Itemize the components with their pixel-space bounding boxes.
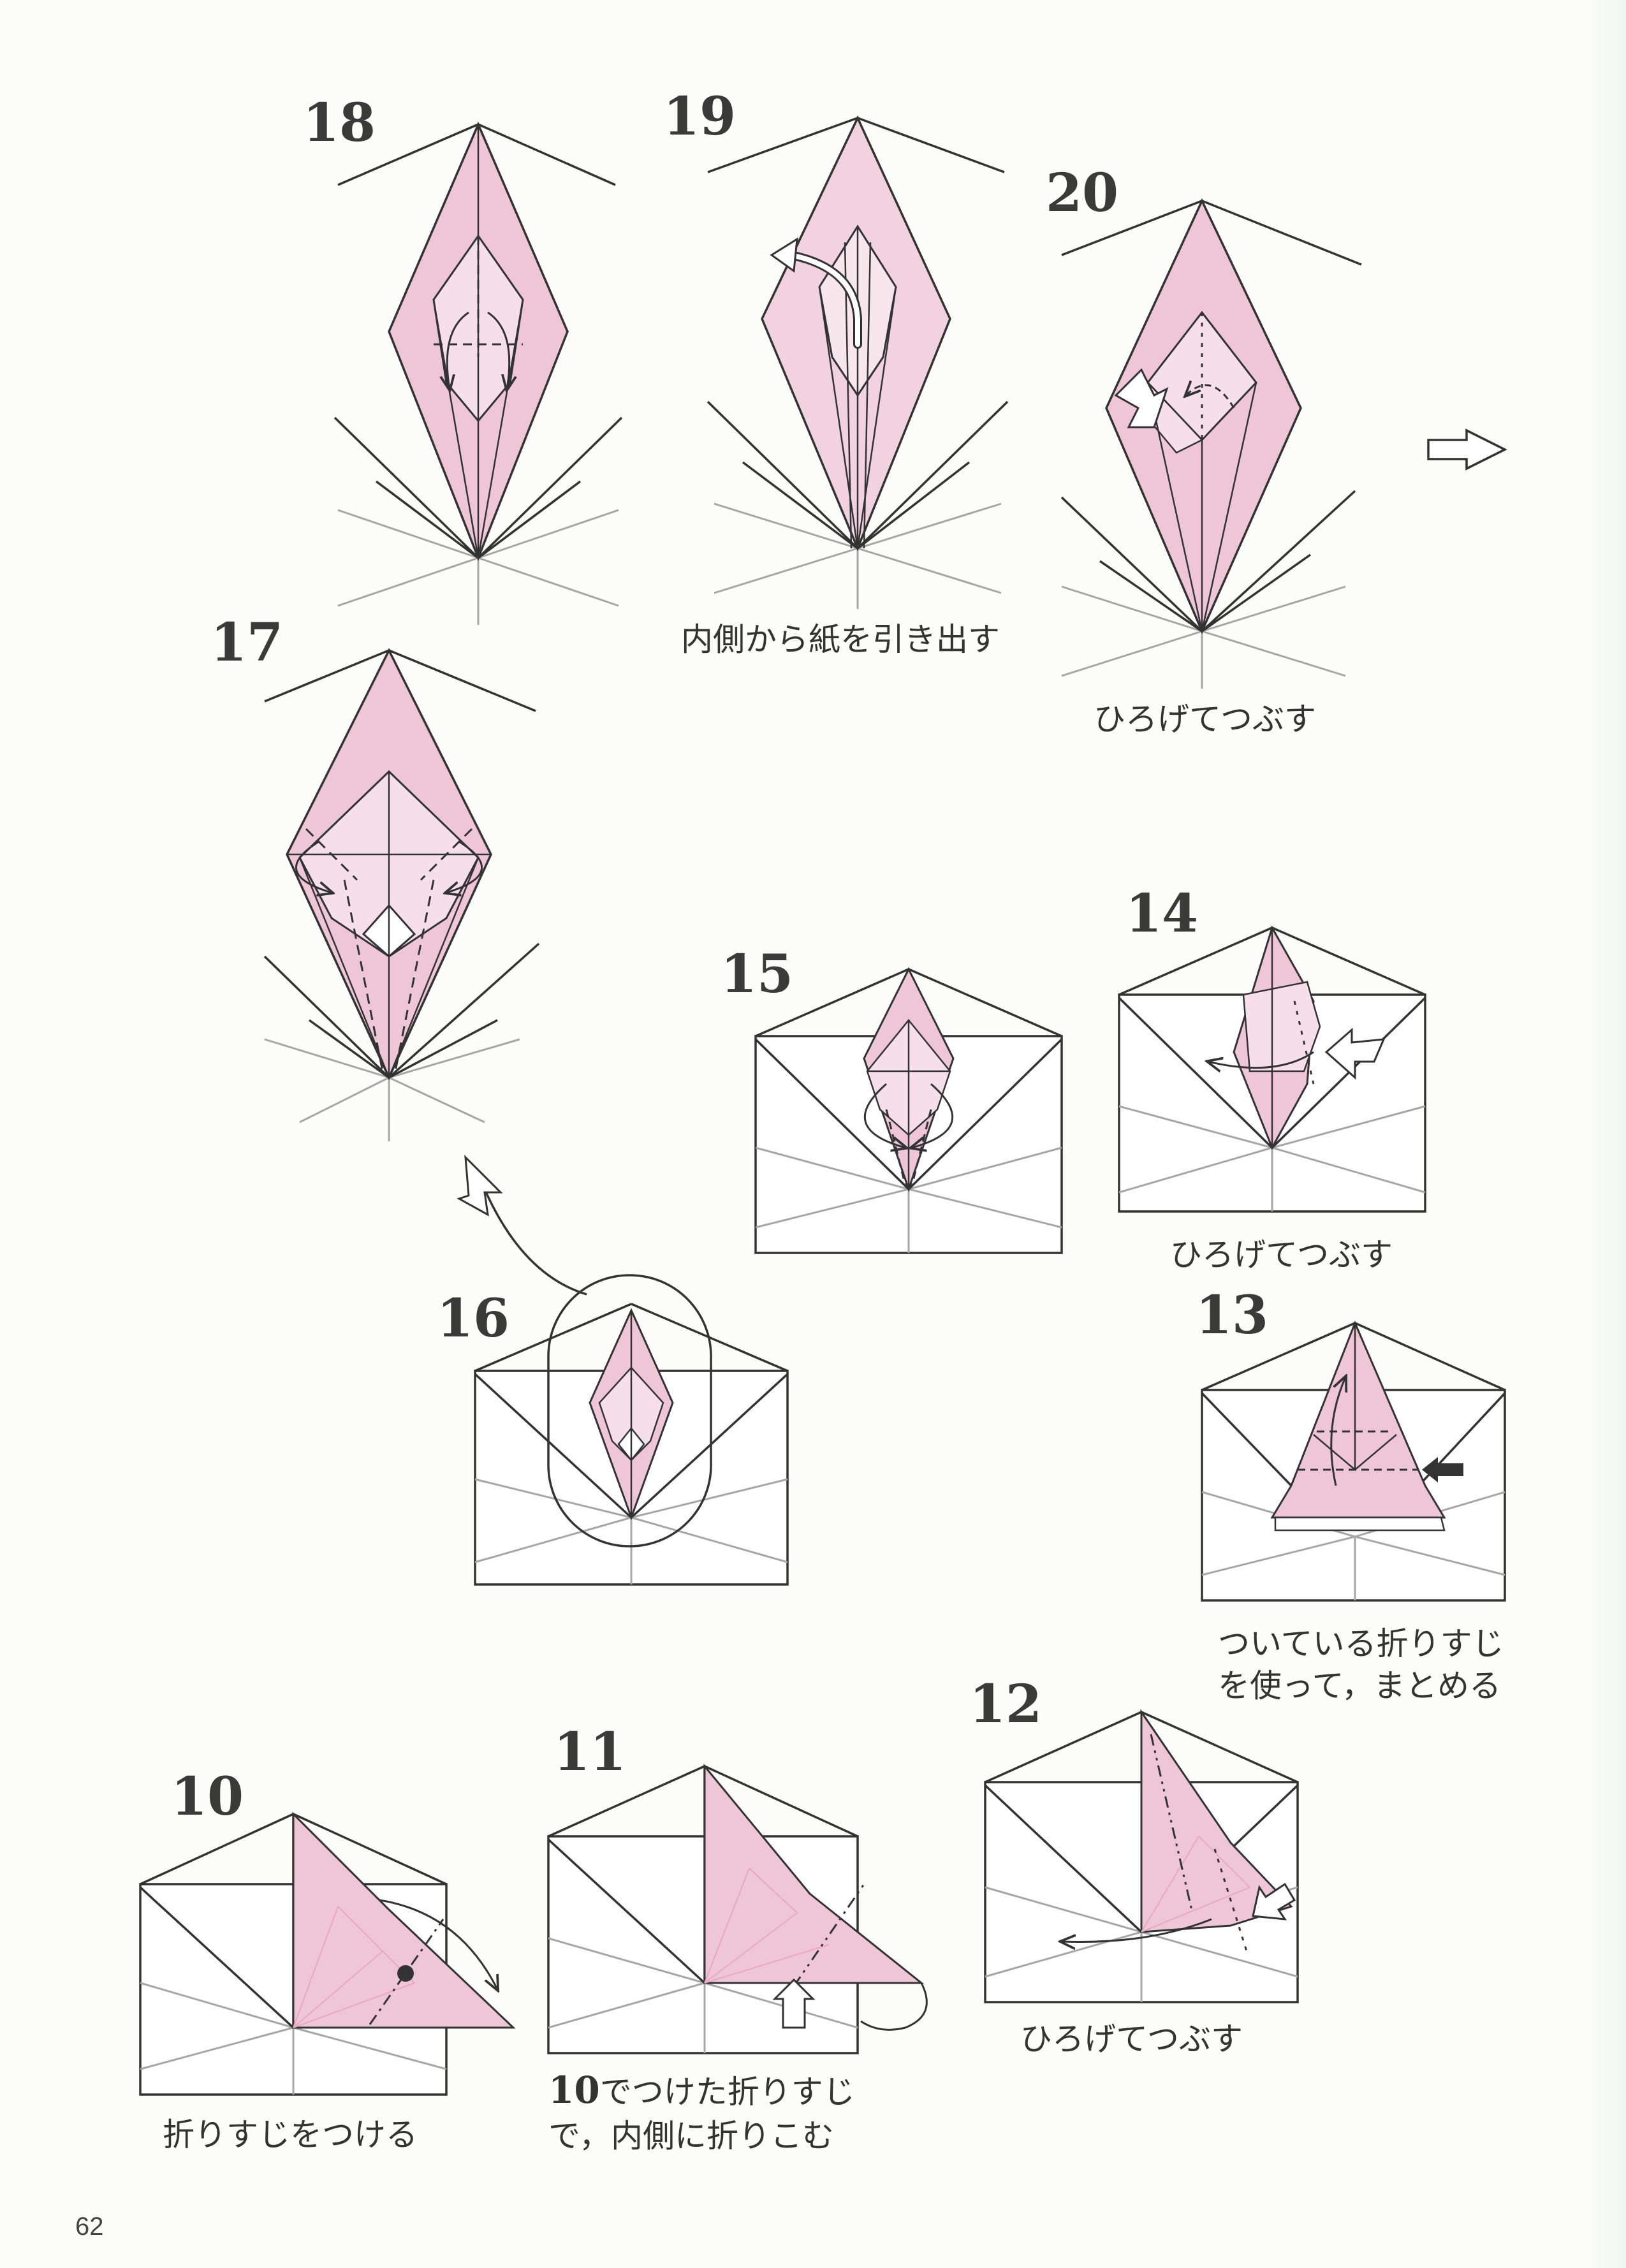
step-17-diagram (263, 648, 540, 1141)
step-12-caption: ひろげてつぶす (1020, 2021, 1243, 2058)
step-13-diagram (1201, 1321, 1506, 1602)
step-16-diagram (457, 1155, 789, 1586)
step-10-diagram (139, 1811, 516, 2096)
step-10-caption: 折りすじをつける (163, 2116, 418, 2153)
step-number-10: 10 (171, 1766, 244, 1827)
step-11-caption-line-1: でつけた折りすじ (599, 2074, 855, 2111)
step-19-diagram (707, 115, 1009, 609)
step-number-16: 16 (437, 1288, 510, 1349)
step-20-caption: ひろげてつぶす (1094, 701, 1316, 738)
step-number-15: 15 (721, 944, 794, 1005)
step-number-19: 19 (663, 86, 736, 147)
step-number-11: 11 (553, 1722, 627, 1783)
step-number-12: 12 (969, 1674, 1043, 1735)
step-15-diagram (754, 967, 1063, 1254)
step-14-diagram (1118, 925, 1426, 1213)
next-step-arrow (1427, 428, 1507, 471)
step-11-caption: 10でつけた折りすじ で，内側に折りこむ (548, 2066, 855, 2157)
step-19-caption: 内側から紙を引き出す (681, 621, 1000, 658)
step-11-caption-ref: 10 (548, 2068, 600, 2112)
step-20-diagram (1060, 198, 1362, 689)
step-number-14: 14 (1125, 883, 1199, 944)
page-number: 62 (75, 2213, 104, 2241)
step-14-caption: ひろげてつぶす (1170, 1236, 1393, 1273)
step-18-diagram (333, 121, 623, 625)
step-13-caption-line-2: を使って，まとめる (1218, 1667, 1501, 1704)
step-number-18: 18 (303, 92, 376, 154)
step-11-diagram (547, 1763, 928, 2054)
step-number-17: 17 (210, 612, 284, 673)
step-12-diagram (984, 1709, 1299, 2003)
step-11-caption-line-2: で，内側に折りこむ (548, 2117, 834, 2155)
step-number-13: 13 (1196, 1285, 1269, 1346)
step-13-caption: ついている折りすじ を使って，まとめる (1218, 1623, 1504, 1707)
page-edge-shading (1588, 0, 1626, 2268)
step-13-caption-line-1: ついている折りすじ (1218, 1625, 1504, 1662)
step-number-20: 20 (1046, 163, 1119, 224)
